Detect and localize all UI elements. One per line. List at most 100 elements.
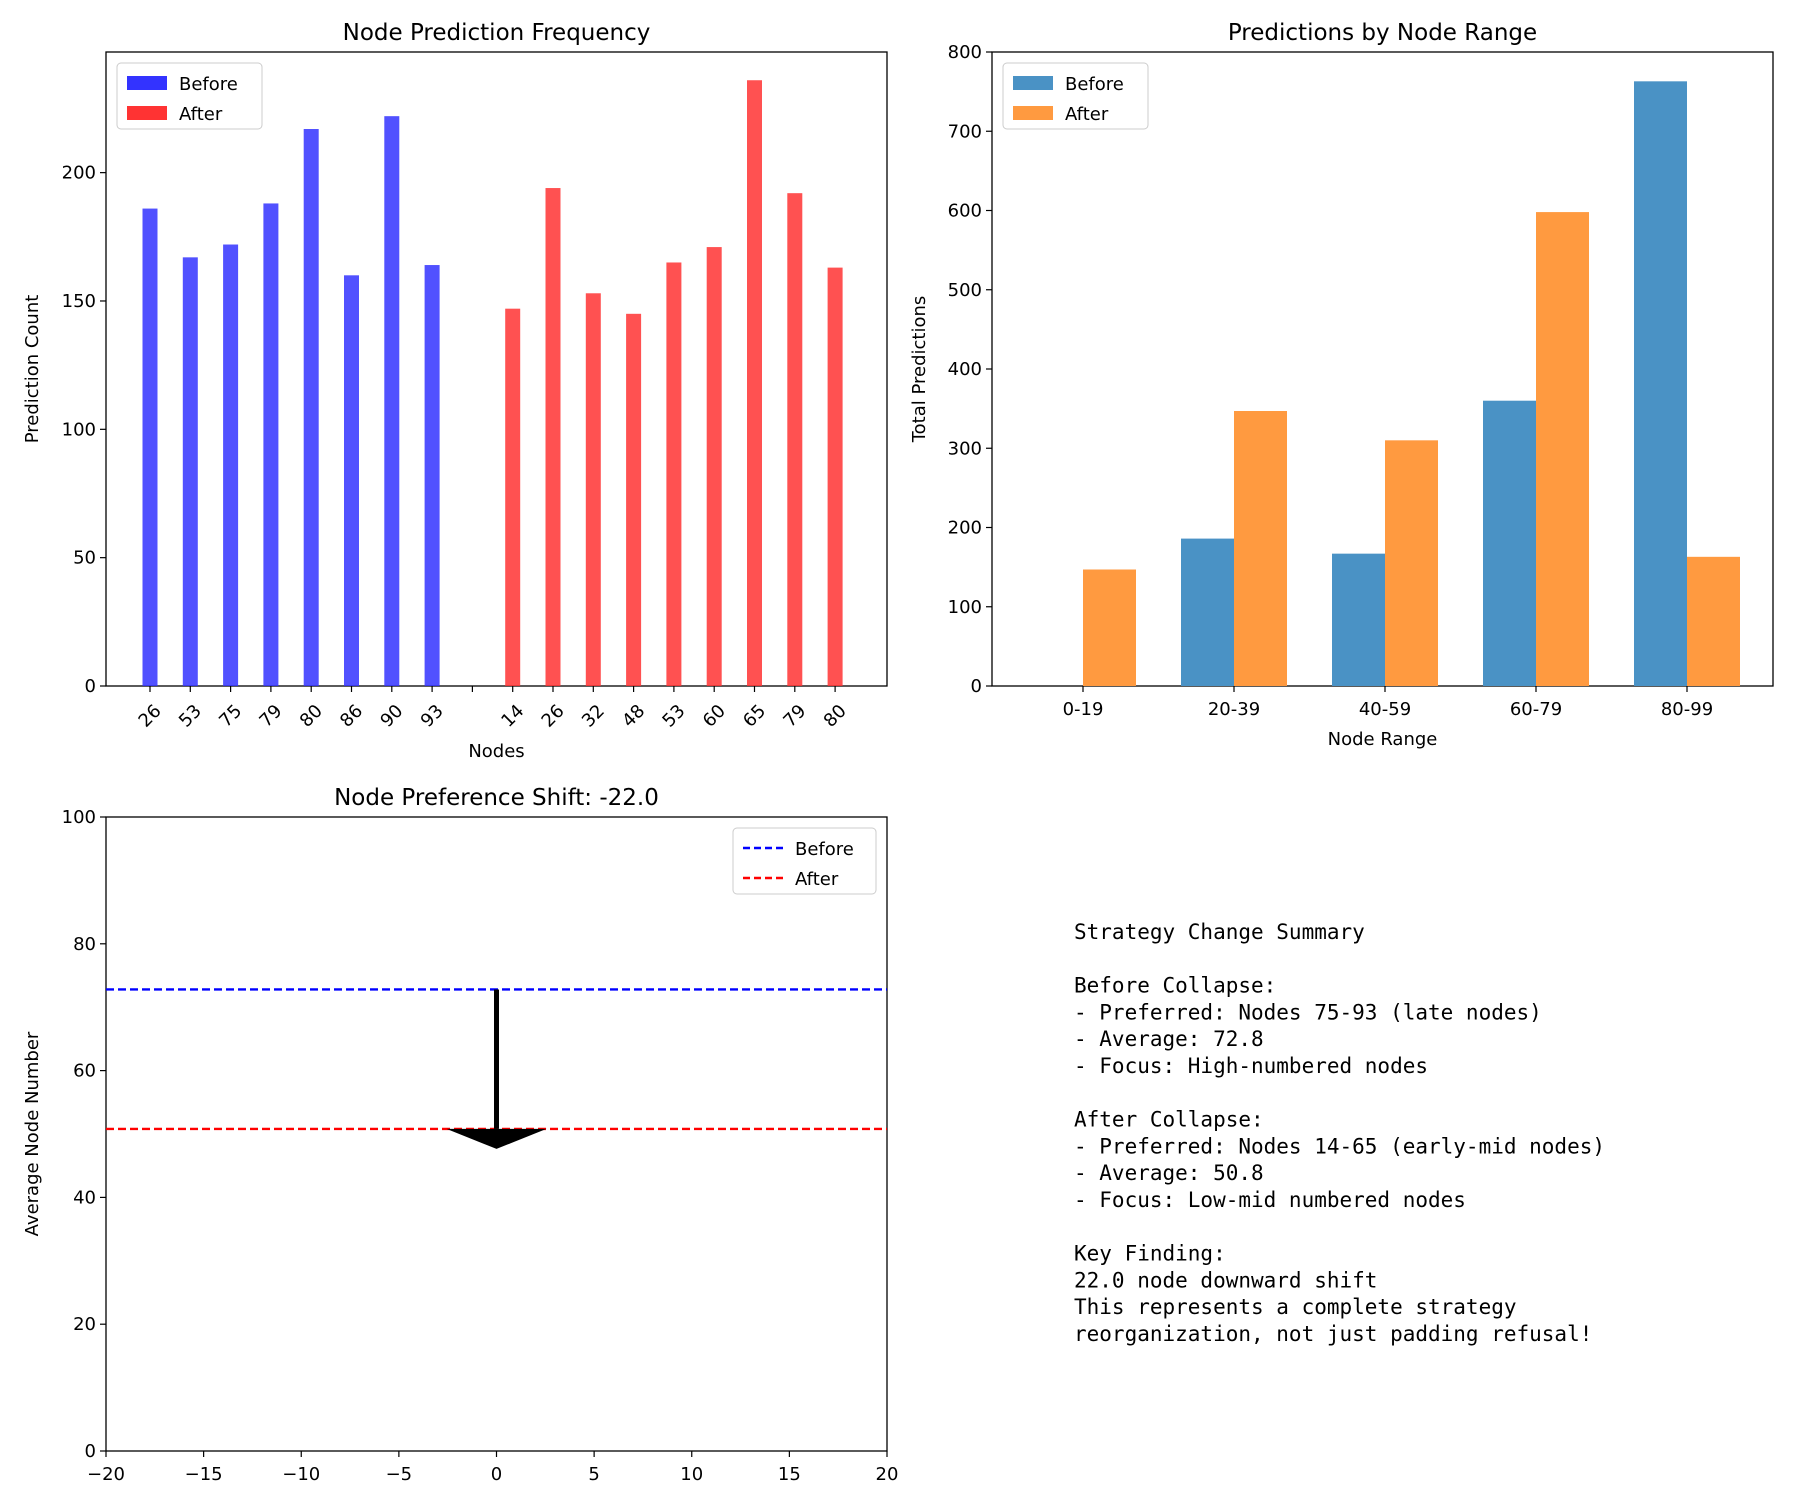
- summary-line: - Preferred: Nodes 75-93 (late nodes): [1074, 1000, 1542, 1024]
- summary-line: 22.0 node downward shift: [1074, 1268, 1377, 1292]
- x-tick-label: 26: [538, 701, 569, 732]
- chart-title: Node Preference Shift: -22.0: [334, 785, 659, 811]
- bar-before: [384, 116, 400, 686]
- y-tick-label: 80: [73, 934, 96, 955]
- y-tick-label: 40: [73, 1187, 96, 1208]
- chart-title: Node Prediction Frequency: [343, 20, 651, 46]
- y-tick-label: 700: [948, 121, 982, 142]
- panel-predictions-by-node-range: 0 100 200 300 400 500 600 700 800 0-19 20-39 40-59 6…: [909, 20, 1774, 750]
- summary-line: - Focus: High-numbered nodes: [1074, 1054, 1428, 1078]
- x-tick-label: 93: [417, 701, 448, 732]
- y-tick-label: 0: [971, 676, 982, 697]
- x-tick-label: 80-99: [1661, 699, 1713, 720]
- panel-node-preference-shift: 0 20 40 60 80 100 −20 −15 −10 −5 0 5 10 15 20 Node Pref…: [22, 785, 898, 1485]
- x-tick-label: 53: [175, 701, 206, 732]
- bar-before: [424, 265, 440, 686]
- bar-before: [1181, 538, 1234, 686]
- y-tick-label: 500: [948, 280, 982, 301]
- y-tick-label: 400: [948, 359, 982, 380]
- y-tick-label: 300: [948, 438, 982, 459]
- bar-after: [1687, 556, 1740, 686]
- y-tick-label: 100: [62, 419, 96, 440]
- y-tick-label: 100: [62, 807, 96, 828]
- bar-after: [706, 247, 722, 687]
- summary-line: Key Finding:: [1074, 1242, 1226, 1266]
- x-tick-label: 75: [215, 701, 246, 732]
- bar-after: [585, 293, 601, 686]
- bar-before: [223, 244, 239, 686]
- summary-line: Before Collapse:: [1074, 974, 1276, 998]
- legend-label-after: After: [1065, 104, 1109, 125]
- x-tick-label: 5: [588, 1464, 599, 1485]
- x-tick-label: 79: [779, 701, 810, 732]
- bar-before: [1332, 553, 1385, 686]
- x-tick-label: 60-79: [1510, 699, 1562, 720]
- summary-line: - Average: 50.8: [1074, 1161, 1264, 1185]
- summary-line: Strategy Change Summary: [1074, 920, 1365, 944]
- bar-after: [666, 262, 682, 686]
- legend-label-before: Before: [795, 839, 854, 860]
- summary-line: - Focus: Low-mid numbered nodes: [1074, 1188, 1466, 1212]
- y-axis-label: Total Predictions: [909, 296, 930, 444]
- chart-title: Predictions by Node Range: [1228, 20, 1537, 46]
- legend-label-after: After: [795, 869, 839, 890]
- bar-before: [263, 203, 279, 687]
- x-tick-label: 0: [491, 1464, 502, 1485]
- bar-after: [1234, 411, 1287, 686]
- x-tick-label: −10: [282, 1464, 320, 1485]
- y-tick-label: 100: [948, 597, 982, 618]
- y-tick-label: 800: [948, 42, 982, 63]
- x-tick-label: 0-19: [1063, 699, 1104, 720]
- bar-before: [142, 208, 158, 687]
- bar-after: [626, 313, 642, 686]
- x-axis-label: Node Range: [1328, 729, 1438, 750]
- bar-after: [747, 80, 762, 687]
- y-tick-label: 200: [948, 518, 982, 539]
- x-axis-label: Nodes: [468, 741, 524, 762]
- x-tick-label: −5: [386, 1464, 413, 1485]
- legend-label-before: Before: [1065, 74, 1124, 95]
- x-tick-label: 10: [680, 1464, 703, 1485]
- x-tick-label: 32: [578, 701, 609, 732]
- bar-after: [505, 308, 521, 686]
- bar-before: [344, 275, 359, 686]
- legend-swatch-after: [1013, 106, 1053, 120]
- legend-swatch-after: [127, 106, 167, 120]
- y-axis-label: Average Node Number: [22, 1031, 43, 1236]
- x-tick-label: −20: [87, 1464, 125, 1485]
- x-tick-label: 65: [739, 701, 770, 732]
- bar-after: [827, 267, 843, 686]
- x-tick-label: 40-59: [1359, 699, 1411, 720]
- x-tick-label: 80: [296, 701, 327, 732]
- summary-line: - Average: 72.8: [1074, 1027, 1264, 1051]
- summary-line: reorganization, not just padding refusal…: [1074, 1322, 1592, 1346]
- summary-line: - Preferred: Nodes 14-65 (early-mid node…: [1074, 1134, 1605, 1158]
- summary-line: This represents a complete strategy: [1074, 1295, 1517, 1319]
- y-tick-label: 150: [62, 291, 96, 312]
- y-tick-label: 20: [73, 1314, 96, 1335]
- y-tick-label: 200: [62, 163, 96, 184]
- bar-before: [303, 129, 319, 687]
- x-tick-label: 60: [699, 701, 730, 732]
- y-tick-label: 0: [85, 1441, 96, 1462]
- x-tick-label: 15: [778, 1464, 801, 1485]
- bar-after: [1083, 569, 1136, 686]
- bar-after: [1536, 212, 1589, 686]
- x-tick-label: −15: [185, 1464, 223, 1485]
- y-tick-label: 50: [73, 548, 96, 569]
- shift-arrow-head: [446, 1128, 547, 1149]
- legend-label-after: After: [179, 104, 223, 125]
- y-tick-label: 600: [948, 201, 982, 222]
- bar-before: [1634, 81, 1687, 686]
- x-tick-label: 90: [376, 701, 407, 732]
- y-tick-label: 60: [73, 1061, 96, 1082]
- x-tick-label: 20: [876, 1464, 899, 1485]
- legend-swatch-before: [1013, 76, 1053, 90]
- legend-swatch-before: [127, 76, 167, 90]
- x-tick-label: 80: [820, 701, 851, 732]
- summary-line: After Collapse:: [1074, 1108, 1264, 1132]
- x-tick-label: 26: [135, 701, 166, 732]
- x-tick-label: 53: [658, 701, 689, 732]
